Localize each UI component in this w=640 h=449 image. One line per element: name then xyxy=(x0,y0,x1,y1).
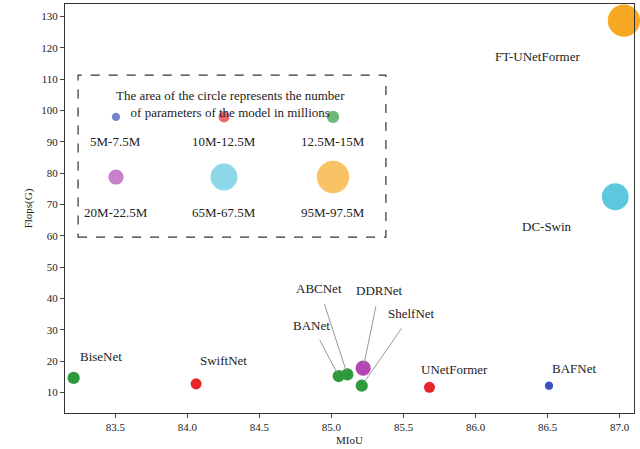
svg-text:10M-12.5M: 10M-12.5M xyxy=(192,134,256,149)
svg-text:12.5M-15M: 12.5M-15M xyxy=(301,134,365,149)
svg-text:10: 10 xyxy=(47,386,59,398)
svg-text:84.5: 84.5 xyxy=(250,421,270,433)
svg-text:5M-7.5M: 5M-7.5M xyxy=(90,134,141,149)
svg-text:FT-UNetFormer: FT-UNetFormer xyxy=(495,49,580,64)
svg-text:95M-97.5M: 95M-97.5M xyxy=(301,205,365,220)
svg-text:70: 70 xyxy=(47,198,59,210)
svg-text:20: 20 xyxy=(47,355,59,367)
svg-text:ShelfNet: ShelfNet xyxy=(388,306,435,321)
svg-text:65M-67.5M: 65M-67.5M xyxy=(192,205,256,220)
svg-text:87.0: 87.0 xyxy=(610,421,630,433)
svg-text:50: 50 xyxy=(47,261,59,273)
svg-text:MIoU: MIoU xyxy=(336,434,363,446)
svg-text:100: 100 xyxy=(41,104,58,116)
svg-text:BANet: BANet xyxy=(293,318,330,333)
svg-text:40: 40 xyxy=(47,292,59,304)
svg-text:DC-Swin: DC-Swin xyxy=(522,219,572,234)
svg-text:BiseNet: BiseNet xyxy=(80,349,122,364)
svg-text:130: 130 xyxy=(41,10,58,22)
svg-text:83.5: 83.5 xyxy=(106,421,126,433)
svg-text:Flops(G): Flops(G) xyxy=(22,188,35,228)
svg-text:110: 110 xyxy=(42,73,59,85)
svg-text:20M-22.5M: 20M-22.5M xyxy=(84,205,148,220)
svg-text:60: 60 xyxy=(47,230,59,242)
svg-text:86.0: 86.0 xyxy=(466,421,486,433)
svg-text:UNetFormer: UNetFormer xyxy=(421,362,488,377)
svg-text:120: 120 xyxy=(41,42,58,54)
svg-text:BAFNet: BAFNet xyxy=(552,361,596,376)
svg-text:The area of the circle represe: The area of the circle represents the nu… xyxy=(116,88,345,120)
svg-text:DDRNet: DDRNet xyxy=(356,283,403,298)
svg-text:80: 80 xyxy=(47,167,59,179)
svg-text:84.0: 84.0 xyxy=(178,421,198,433)
svg-text:85.0: 85.0 xyxy=(322,421,342,433)
svg-text:SwiftNet: SwiftNet xyxy=(200,353,247,368)
svg-text:85.5: 85.5 xyxy=(394,421,414,433)
svg-text:30: 30 xyxy=(47,324,59,336)
svg-text:86.5: 86.5 xyxy=(538,421,558,433)
svg-text:ABCNet: ABCNet xyxy=(296,281,342,296)
svg-text:90: 90 xyxy=(47,136,59,148)
